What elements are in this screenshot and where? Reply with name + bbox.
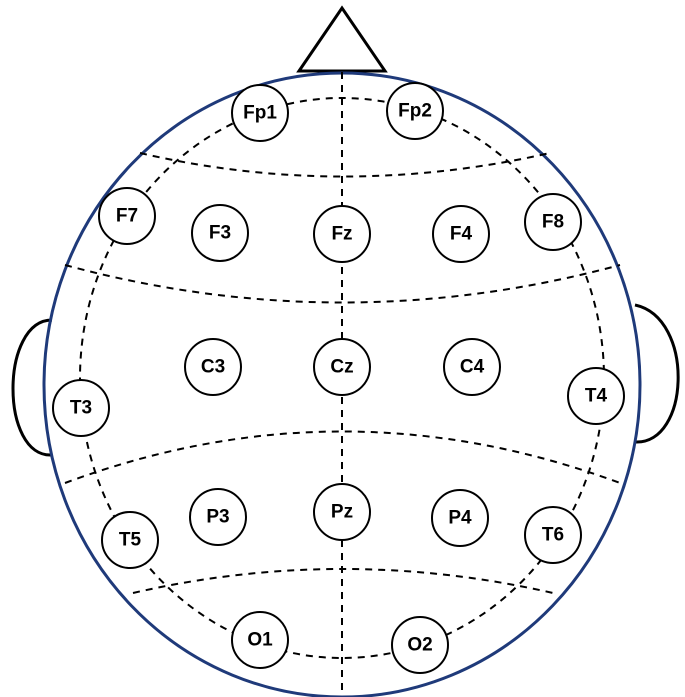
electrode-t4: T4 (567, 367, 625, 425)
occipital-arc (132, 568, 554, 594)
electrode-label-o2: O2 (407, 635, 432, 656)
frontal-arc (64, 264, 621, 304)
electrodes: Fp1 Fp2 F7 F3 Fz F4 (52, 82, 625, 674)
electrode-label-f4: F4 (450, 224, 473, 245)
electrode-f8: F8 (524, 193, 582, 251)
electrode-t6: T6 (524, 506, 582, 564)
electrode-cz: Cz (313, 338, 371, 396)
electrode-fp1: Fp1 (231, 84, 289, 142)
electrode-label-c3: C3 (201, 357, 225, 378)
electrode-t5: T5 (101, 511, 159, 569)
electrode-f7: F7 (98, 187, 156, 245)
electrode-c4: C4 (443, 338, 501, 396)
electrode-label-cz: Cz (330, 357, 353, 378)
electrode-label-p3: P3 (206, 507, 229, 528)
frontopolar-arc (139, 152, 551, 178)
electrode-t3: T3 (52, 379, 110, 437)
electrode-p3: P3 (189, 488, 247, 546)
electrode-pz: Pz (313, 483, 371, 541)
electrode-f4: F4 (432, 205, 490, 263)
electrode-f3: F3 (191, 204, 249, 262)
electrode-label-t6: T6 (542, 525, 564, 546)
electrode-label-pz: Pz (331, 502, 353, 523)
electrode-label-t4: T4 (585, 386, 608, 407)
electrode-fp2: Fp2 (386, 82, 444, 140)
electrode-o1: O1 (231, 611, 289, 669)
electrode-o2: O2 (391, 616, 449, 674)
electrode-label-t3: T3 (70, 398, 92, 419)
electrode-c3: C3 (184, 338, 242, 396)
electrode-label-c4: C4 (460, 357, 485, 378)
parietal-arc (64, 430, 621, 484)
electrode-fz: Fz (313, 205, 371, 263)
right-ear (634, 303, 680, 444)
electrode-p4: P4 (431, 489, 489, 547)
electrode-label-fz: Fz (331, 224, 352, 245)
electrode-label-p4: P4 (448, 508, 472, 529)
left-ear (11, 318, 53, 457)
electrode-label-f8: F8 (542, 212, 564, 233)
electrode-label-t5: T5 (119, 530, 142, 551)
electrode-label-fp1: Fp1 (243, 103, 277, 124)
nose (296, 5, 388, 73)
electrode-label-f3: F3 (209, 223, 231, 244)
electrode-label-fp2: Fp2 (398, 101, 432, 122)
electrode-label-f7: F7 (116, 206, 138, 227)
electrode-label-o1: O1 (247, 630, 273, 651)
